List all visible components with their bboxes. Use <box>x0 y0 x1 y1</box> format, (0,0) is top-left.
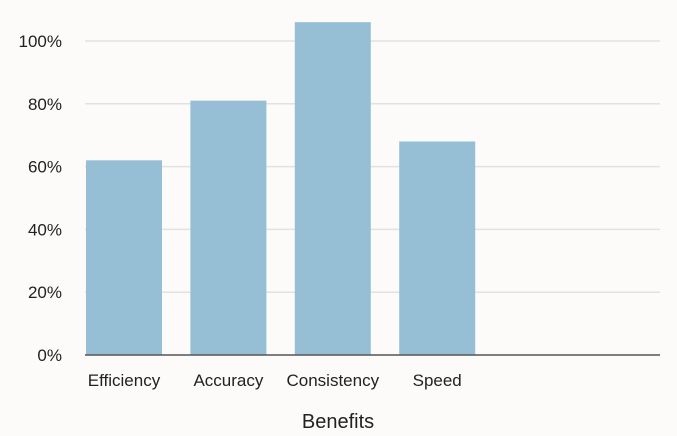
bar-accuracy <box>190 100 267 355</box>
x-tick-label: Speed <box>413 371 462 390</box>
y-tick-label: 60% <box>28 158 62 177</box>
y-tick-label: 20% <box>28 283 62 302</box>
y-tick-label: 100% <box>19 32 62 51</box>
bar-speed <box>399 141 476 355</box>
y-tick-label: 40% <box>28 220 62 239</box>
x-tick-label: Efficiency <box>88 371 161 390</box>
bar-efficiency <box>86 160 162 355</box>
y-tick-label: 0% <box>37 346 62 365</box>
y-tick-label: 80% <box>28 95 62 114</box>
bar-consistency <box>294 22 371 355</box>
x-tick-label: Consistency <box>286 371 379 390</box>
x-tick-label: Accuracy <box>193 371 263 390</box>
x-axis-label: Benefits <box>302 411 374 433</box>
